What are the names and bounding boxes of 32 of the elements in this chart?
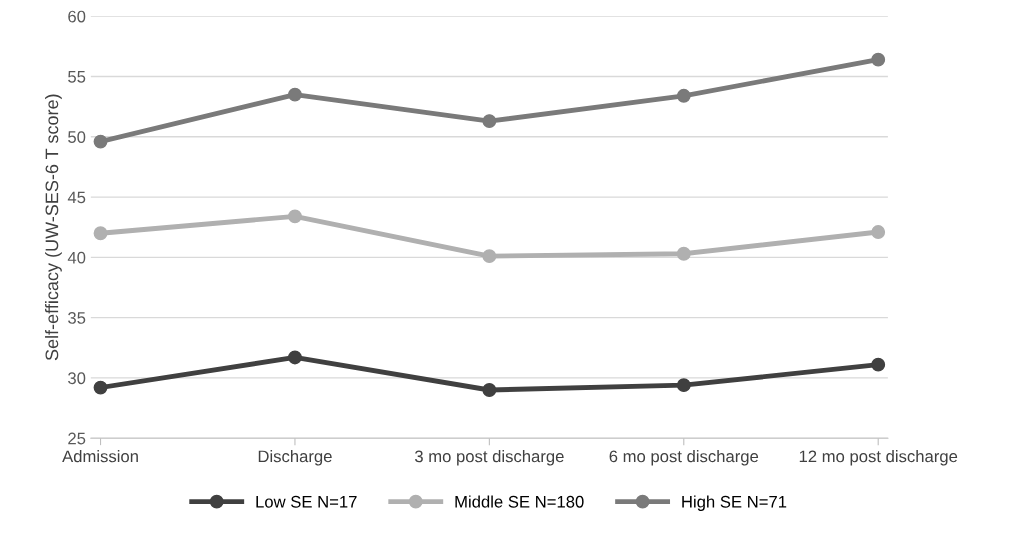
legend-label: Middle SE N=180: [455, 495, 584, 508]
y-tick-label: 25: [68, 432, 86, 445]
x-tick-label: 6 mo post discharge: [609, 450, 759, 466]
y-tick-label: 60: [68, 10, 86, 23]
x-tick-label: Admission: [62, 450, 138, 463]
legend-label: High SE N=71: [682, 495, 787, 511]
point: [676, 246, 691, 261]
y-tick-label: 50: [68, 131, 86, 143]
point: [93, 380, 108, 395]
y-tick-label: 45: [67, 191, 86, 204]
point: [871, 52, 886, 67]
y-tick-label: 55: [68, 71, 86, 83]
y-axis-title: Self-efficacy (UW-SES-6 T score): [45, 94, 62, 361]
point: [482, 383, 497, 397]
legend-label: Low SE N=17: [256, 495, 357, 508]
point: [482, 114, 497, 129]
point: [482, 249, 497, 264]
point: [93, 226, 108, 241]
point: [93, 134, 108, 149]
x-tick-label: 12 mo post discharge: [799, 450, 958, 466]
point: [676, 378, 691, 393]
point: [871, 225, 886, 239]
x-tick-label: 3 mo post discharge: [414, 450, 564, 466]
point: [288, 87, 302, 102]
point: [288, 209, 302, 224]
y-tick-label: 30: [68, 372, 86, 385]
y-tick-label: 40: [67, 251, 86, 264]
x-tick-label: Discharge: [258, 450, 332, 466]
point: [288, 350, 302, 365]
point: [871, 357, 886, 372]
point: [676, 88, 691, 103]
y-tick-label: 35: [68, 312, 86, 324]
